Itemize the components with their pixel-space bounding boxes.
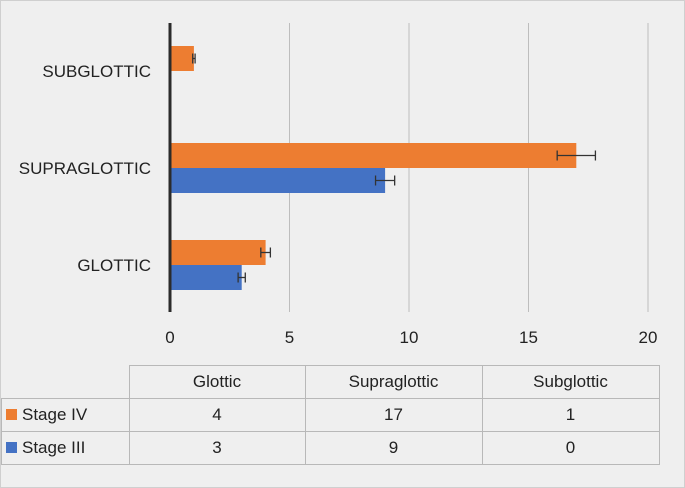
table-header-row: Glottic Supraglottic Subglottic	[2, 365, 660, 399]
table-cell: 17	[304, 398, 483, 432]
legend-swatch-stage-iv	[6, 409, 17, 421]
table-cell: 3	[128, 431, 306, 465]
table-cell: 0	[481, 431, 660, 465]
tick-label: 20	[639, 328, 658, 347]
bars	[170, 46, 577, 290]
bar	[170, 46, 194, 71]
legend-label: Stage III	[22, 438, 86, 457]
error-bar	[237, 272, 246, 283]
table-column-header: Glottic	[128, 365, 306, 399]
bar	[170, 143, 577, 168]
legend-key-stage-iii: Stage III	[1, 431, 130, 465]
tick-label: 0	[165, 328, 174, 347]
tick-label: 10	[400, 328, 419, 347]
error-bar	[556, 150, 597, 161]
table-cell: 1	[481, 398, 660, 432]
bar	[170, 240, 266, 265]
category-label: GLOTTIC	[77, 256, 151, 275]
error-bars	[192, 53, 597, 283]
table-corner	[2, 366, 130, 399]
category-labels: GLOTTIC SUPRAGLOTTIC SUBGLOTTIC	[19, 62, 151, 275]
legend-key-stage-iv: Stage IV	[1, 398, 130, 432]
table-row: Stage IV 4 17 1	[1, 398, 660, 432]
legend-swatch-stage-iii	[6, 442, 17, 454]
error-bar	[192, 53, 196, 64]
table-column-header: Supraglottic	[304, 365, 483, 399]
table-column-header: Subglottic	[481, 365, 660, 399]
error-bar	[260, 247, 272, 258]
data-table: Glottic Supraglottic Subglottic Stage IV…	[1, 365, 660, 465]
value-tick-labels: 0 5 10 15 20	[165, 328, 657, 347]
tick-label: 5	[285, 328, 294, 347]
legend-label: Stage IV	[22, 405, 88, 424]
category-label: SUBGLOTTIC	[42, 62, 151, 81]
table-cell: 9	[304, 431, 483, 465]
table-cell: 4	[128, 398, 306, 432]
bar	[170, 265, 242, 290]
category-label: SUPRAGLOTTIC	[19, 159, 151, 178]
error-bar	[374, 175, 396, 186]
bar	[170, 168, 386, 193]
tick-label: 15	[519, 328, 538, 347]
bar-chart: GLOTTIC SUPRAGLOTTIC SUBGLOTTIC 0 5 10 15 20	[19, 23, 657, 347]
table-row: Stage III 3 9 0	[1, 431, 660, 465]
